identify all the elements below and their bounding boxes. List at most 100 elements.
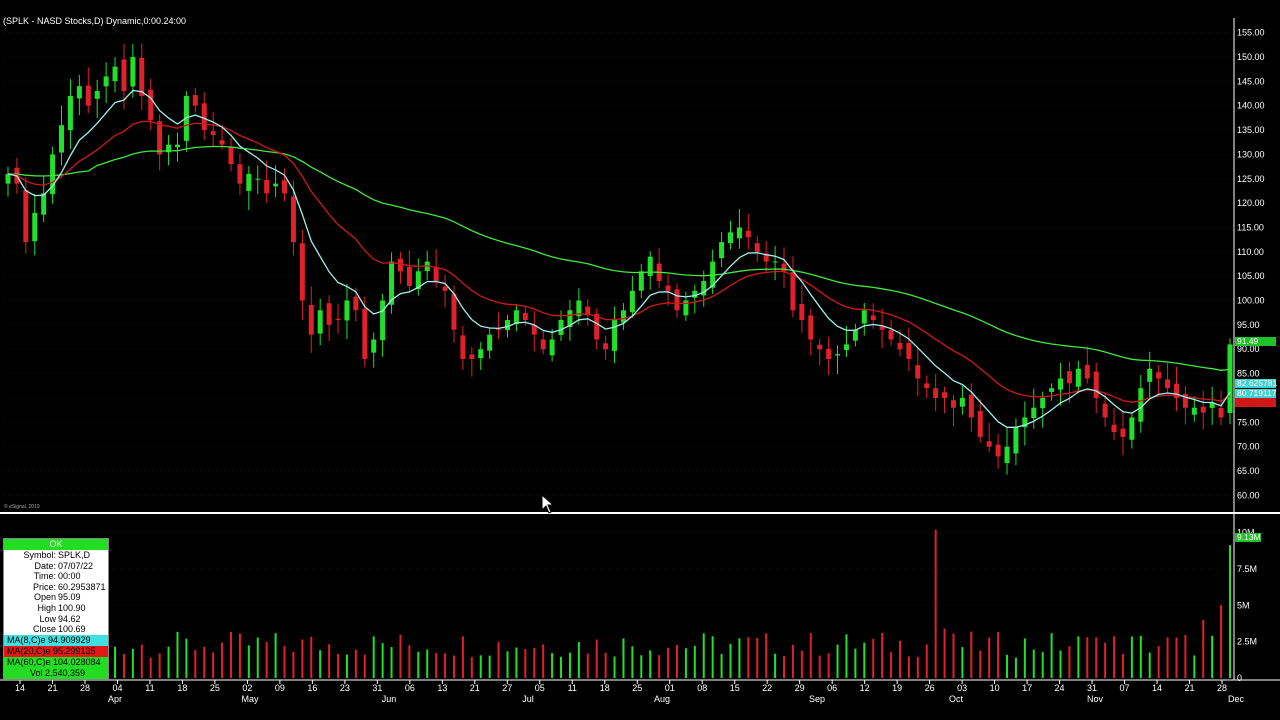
volume-bar [399, 634, 402, 678]
candle-down [1066, 371, 1072, 384]
time-tick-label: 27 [502, 683, 512, 693]
volume-bar [1121, 653, 1124, 678]
candle-up [273, 183, 279, 187]
candle-down [433, 266, 439, 282]
time-tick-label: 11 [568, 683, 577, 693]
time-tick-label: 13 [437, 683, 447, 693]
candle-up [487, 334, 493, 351]
volume-tick-label: 0 [1237, 673, 1242, 683]
volume-bar [961, 647, 964, 678]
candle-down [442, 286, 448, 291]
candle-up [558, 320, 564, 335]
volume-bar [783, 656, 786, 678]
candle-down [264, 179, 270, 194]
candle-up [166, 144, 172, 153]
price-tick-label: 60.00 [1237, 490, 1260, 500]
time-tick-label: 15 [730, 683, 740, 693]
volume-bar [1184, 634, 1187, 678]
candle-up [959, 397, 965, 407]
price-tick-label: 100.00 [1237, 296, 1265, 306]
volume-bar [488, 655, 491, 678]
candle-down [665, 285, 671, 291]
data-window-value: 100.69 [58, 624, 86, 635]
candle-down [995, 444, 1001, 457]
volume-bar [551, 653, 554, 678]
candle-down [870, 315, 876, 321]
volume-bar [408, 645, 411, 678]
volume-bar [1032, 649, 1035, 678]
volume-bar [747, 637, 750, 678]
month-label: Oct [949, 694, 964, 704]
candle-down [522, 313, 528, 321]
candle-down [451, 293, 457, 330]
volume-bar [1193, 655, 1196, 678]
candle-up [344, 300, 350, 321]
volume-bar [176, 631, 179, 678]
volume-bar [497, 641, 500, 678]
volume-bar [319, 650, 322, 678]
time-tick-label: 16 [307, 683, 317, 693]
volume-bar [827, 653, 830, 678]
volume-bar [524, 649, 527, 678]
ma60-readout: MA(60,C)e 104.028084 [4, 656, 108, 668]
candle-up [1049, 388, 1055, 392]
data-window: OK Symbol: SPLK,D Date: 07/07/22 Time: 00:00 P… [3, 538, 109, 680]
data-window-value: 94.62 [58, 613, 81, 624]
month-label: Apr [108, 694, 122, 704]
volume-bar [515, 647, 518, 678]
last-value-label: 79.081 [1237, 397, 1263, 407]
ma60-line [7, 145, 1231, 371]
candle-down [968, 394, 974, 418]
time-tick-label: 10 [990, 683, 1000, 693]
candle-up [861, 310, 867, 324]
candle-down [148, 89, 154, 121]
time-tick-label: 12 [860, 683, 870, 693]
data-window-ok-button[interactable]: OK [4, 539, 108, 550]
volume-bar [301, 639, 304, 678]
volume-bar [1006, 654, 1009, 678]
volume-bar [1166, 637, 1169, 678]
time-tick-label: 17 [1022, 683, 1032, 693]
candle-down [308, 304, 314, 335]
data-window-value: 60.2953871 [58, 581, 106, 592]
data-window-row: Open 95.09 [4, 592, 108, 603]
candle-down [906, 342, 912, 359]
data-window-row: Time: 00:00 [4, 571, 108, 582]
time-tick-label: 06 [405, 683, 415, 693]
candle-up [835, 354, 841, 356]
candle-up [317, 310, 323, 334]
candle-down [201, 103, 207, 131]
mouse-pointer-icon [541, 494, 555, 514]
candle-down [1173, 383, 1179, 398]
volume-bar [604, 652, 607, 678]
candle-up [1147, 368, 1153, 382]
volume-bar [818, 655, 821, 678]
data-window-row: Close 100.69 [4, 624, 108, 635]
price-tick-label: 70.00 [1237, 442, 1260, 452]
volume-bar [194, 650, 197, 678]
time-tick-label: 02 [242, 683, 252, 693]
time-tick-label: 08 [697, 683, 707, 693]
volume-bar [1095, 637, 1098, 678]
volume-bar [461, 636, 464, 678]
data-window-row: Low 94.62 [4, 614, 108, 625]
volume-bar [836, 644, 839, 678]
candle-down [139, 57, 145, 96]
candle-up [736, 227, 742, 239]
candle-down [157, 121, 163, 155]
candle-down [888, 329, 894, 340]
time-tick-label: 05 [535, 683, 545, 693]
candle-down [353, 296, 359, 311]
last-value-badge [1235, 398, 1276, 407]
candle-up [50, 154, 56, 195]
candle-up [692, 290, 698, 298]
ma20-readout: MA(20,C)e 95.299135 [4, 645, 108, 657]
candle-down [790, 272, 796, 311]
candle-up [1191, 407, 1197, 415]
copyright-text: © eSignal, 2019 [4, 504, 40, 510]
volume-bar [1229, 545, 1231, 678]
volume-bar [916, 656, 919, 678]
candle-down [397, 258, 403, 272]
time-tick-label: 01 [665, 683, 675, 693]
